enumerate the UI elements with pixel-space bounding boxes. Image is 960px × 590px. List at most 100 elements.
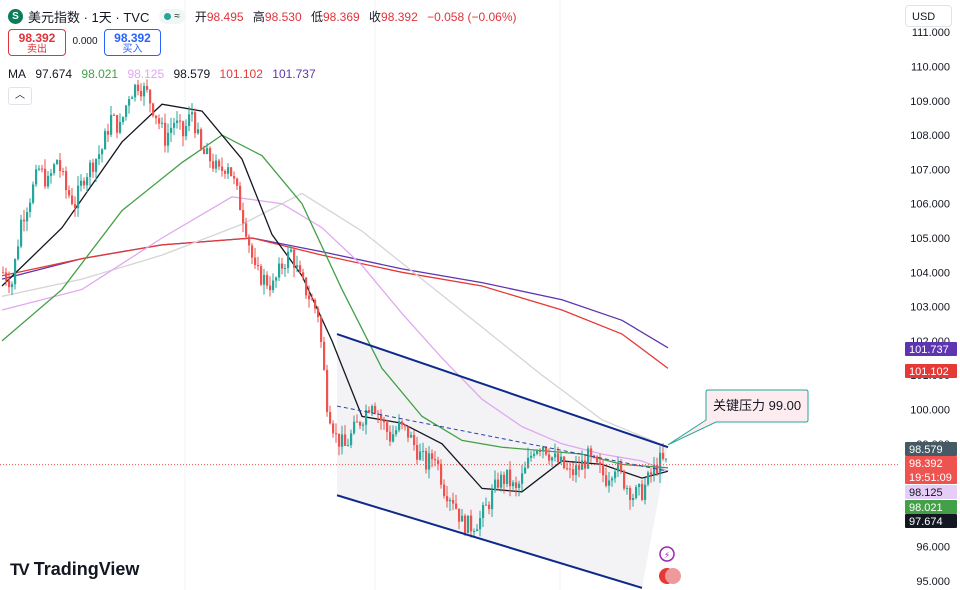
candle-body	[125, 105, 128, 117]
candle-body	[80, 180, 83, 186]
ohlc-low-label: 低	[310, 9, 323, 24]
candle-body	[554, 453, 557, 458]
us-flag-event-icon-2	[665, 568, 681, 584]
candle-body	[221, 166, 224, 171]
candle-body	[275, 277, 278, 281]
candle-body	[464, 515, 467, 533]
candle-body	[272, 280, 275, 291]
candle-body	[62, 171, 65, 173]
candle-body	[536, 450, 539, 454]
candle-body	[539, 450, 542, 452]
sell-button[interactable]: 98.392 卖出	[8, 29, 66, 56]
candle-body	[527, 457, 530, 468]
ma-value-6: 101.737	[272, 67, 316, 81]
ohlc-readout: 开98.495 高98.530 低98.369 收98.392 −0.058 (…	[195, 8, 523, 25]
candle-body	[290, 249, 293, 252]
candle-body	[266, 274, 269, 286]
candle-body	[578, 465, 581, 470]
candle-body	[440, 463, 443, 485]
channel-fill	[337, 334, 668, 588]
collapse-legend-chevron-up-icon[interactable]: ︿	[8, 87, 32, 105]
buy-price: 98.392	[114, 31, 151, 45]
brand-name: TradingView	[33, 559, 140, 579]
candle-body	[296, 265, 299, 268]
candle-body	[437, 460, 440, 464]
candle-body	[191, 112, 194, 115]
candle-body	[401, 421, 404, 425]
candle-body	[314, 299, 317, 309]
candle-body	[509, 469, 512, 487]
candle-body	[443, 484, 446, 497]
y-tick-label: 111.000	[912, 27, 950, 39]
candle-body	[488, 504, 491, 510]
candle-body	[35, 169, 38, 185]
candle-body	[461, 515, 464, 522]
price-label-bg	[905, 485, 957, 499]
candle-body	[20, 219, 23, 247]
candle-body	[428, 453, 431, 470]
candle-body	[38, 168, 41, 170]
candle-body	[560, 456, 563, 463]
y-tick-label: 109.000	[910, 96, 950, 108]
candle-body	[542, 446, 545, 452]
candle-body	[455, 503, 458, 509]
candle-body	[623, 470, 626, 489]
price-label-bg	[905, 442, 957, 456]
market-open-dot-icon	[164, 12, 172, 20]
currency-selector[interactable]: USD	[905, 5, 952, 27]
candle-body	[590, 448, 593, 456]
price-label-bg	[905, 514, 957, 528]
candle-body	[338, 433, 341, 447]
candle-body	[545, 446, 548, 455]
candle-body	[245, 223, 248, 237]
candle-body	[662, 452, 665, 459]
candle-body	[143, 86, 146, 97]
candle-body	[89, 162, 92, 178]
candle-body	[362, 424, 365, 426]
ma-value-1: 97.674	[35, 67, 73, 81]
ma-legend-label: MA	[8, 67, 26, 81]
candle-body	[227, 167, 230, 174]
candle-body	[137, 84, 140, 92]
candle-body	[413, 434, 416, 446]
candle-body	[524, 467, 527, 474]
y-tick-label: 107.000	[910, 164, 950, 176]
ma-value-5: 101.102	[219, 67, 263, 81]
candle-body	[596, 456, 599, 463]
candle-body	[218, 160, 221, 167]
candle-body	[146, 86, 149, 90]
candle-body	[281, 263, 284, 269]
candle-body	[212, 161, 215, 169]
candle-body	[56, 160, 59, 165]
channel-mid-line	[336, 405, 669, 472]
candle-body	[29, 202, 32, 212]
candle-body	[557, 453, 560, 463]
price-label: 98.021	[909, 502, 943, 514]
candle-body	[587, 448, 590, 469]
buy-button[interactable]: 98.392 买入	[104, 29, 161, 56]
candle-body	[101, 149, 104, 155]
candle-body	[269, 285, 272, 291]
y-tick-label: 100.000	[910, 405, 950, 417]
market-status-badge[interactable]: ≈	[159, 8, 185, 24]
candle-body	[422, 451, 425, 453]
spread-value: 0.000	[72, 36, 98, 47]
symbol-title[interactable]: 美元指数 · 1天 · TVC	[28, 9, 150, 25]
candle-body	[644, 484, 647, 500]
candle-body	[389, 431, 392, 442]
candle-body	[383, 420, 386, 423]
ma-legend[interactable]: MA 97.674 98.021 98.125 98.579 101.102 1…	[8, 67, 322, 81]
candle-body	[215, 160, 218, 169]
candle-body	[392, 434, 395, 442]
candle-body	[254, 257, 257, 266]
candle-body	[179, 120, 182, 122]
price-label: 98.392	[909, 458, 943, 470]
price-label-bg	[905, 364, 957, 378]
dollar-icon: S	[8, 8, 23, 24]
candle-body	[68, 190, 71, 196]
candle-body	[359, 422, 362, 426]
annotation-text: 关键压力 99.00	[713, 398, 801, 413]
y-tick-label: 105.000	[910, 233, 950, 245]
candle-body	[632, 497, 635, 501]
